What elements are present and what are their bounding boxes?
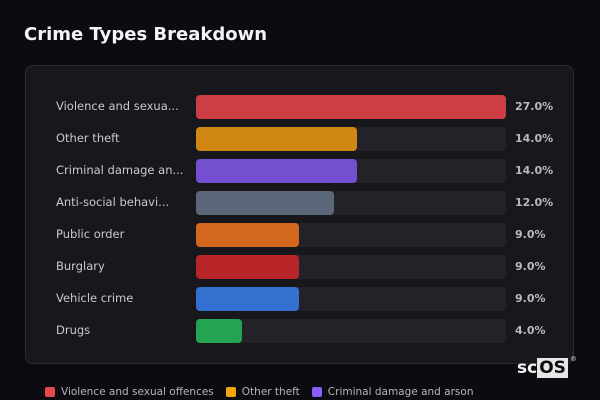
bar-track [196,159,506,183]
bar[interactable] [196,159,357,183]
legend-swatch [311,387,322,397]
logo-text: sc [517,358,538,378]
bar-value: 9.0% [515,228,546,241]
bar[interactable] [196,287,300,311]
legend-swatch [225,387,236,397]
bar-track [196,95,506,119]
bar-track [196,223,506,247]
legend-item[interactable]: Criminal damage and arson [311,386,474,398]
logo-text-os: OS [537,358,568,378]
bar-value: 14.0% [515,164,554,177]
chart-legend: Violence and sexual offences Other theft… [45,386,473,398]
bar-label: Public order [56,227,125,241]
bar-label: Drugs [56,323,91,337]
bar-value: 9.0% [515,260,546,273]
bar-label: Anti-social behavi... [56,195,170,209]
legend-label: Violence and sexual offences [61,386,214,398]
bar[interactable] [196,95,506,119]
legend-item[interactable]: Violence and sexual offences [45,386,214,398]
chart-title: Crime Types Breakdown [24,24,268,45]
bar-row: Other theft 14.0% [26,127,573,151]
bar-label: Other theft [56,131,120,145]
bar-row: Violence and sexua... 27.0% [26,95,573,119]
bar[interactable] [196,223,300,247]
bar-label: Criminal damage an... [56,163,184,177]
bar-value: 4.0% [515,324,546,337]
legend-swatch [45,387,55,397]
bar-value: 9.0% [515,292,546,305]
bar-label: Violence and sexua... [56,99,179,113]
bar-row: Burglary 9.0% [26,255,573,279]
chart-panel: Violence and sexua... 27.0% Other theft … [25,65,574,364]
bar-value: 12.0% [515,196,554,209]
bar[interactable] [196,255,300,279]
bar-row: Public order 9.0% [26,223,573,247]
legend-item[interactable]: Other theft [225,386,300,398]
bar-label: Burglary [56,259,105,273]
bar[interactable] [196,191,334,215]
bar-row: Vehicle crime 9.0% [26,287,573,311]
bar-value: 14.0% [515,132,554,145]
bar-track [196,319,506,343]
registered-mark: ® [569,355,577,363]
bar-row: Anti-social behavi... 12.0% [26,191,573,215]
bar-row: Criminal damage an... 14.0% [26,159,573,183]
bar[interactable] [196,127,357,151]
bar-track [196,127,506,151]
bar-label: Vehicle crime [56,291,134,305]
bar-track [196,255,506,279]
bar-value: 27.0% [515,100,554,113]
legend-label: Other theft [241,386,300,398]
bar-row: Drugs 4.0% [26,319,573,343]
bar-track [196,191,506,215]
bar-track [196,287,506,311]
legend-label: Criminal damage and arson [327,386,474,398]
bar[interactable] [196,319,242,343]
scos-logo: sc OS ® [517,355,577,378]
